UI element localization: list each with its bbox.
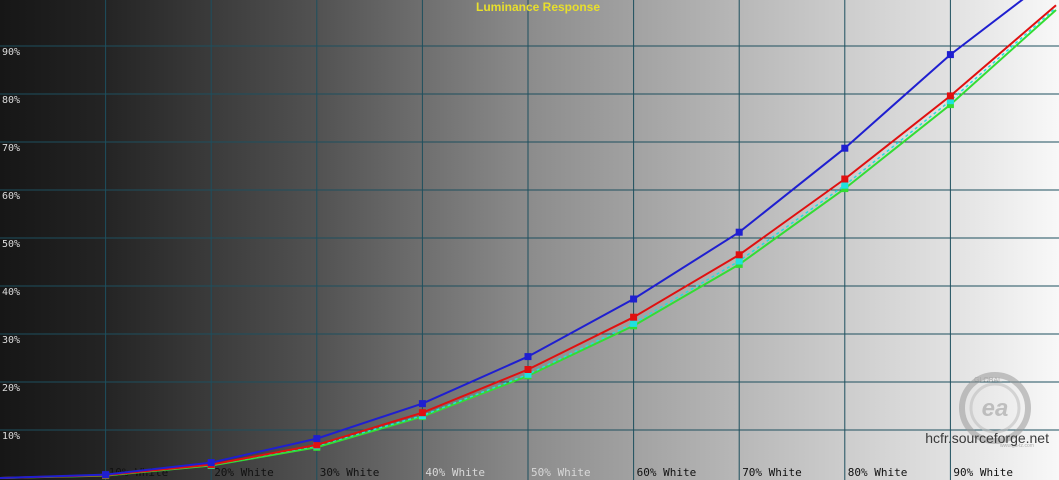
watermark-brand-top: GLOBAL xyxy=(974,377,1002,384)
x-tick-label: 30% White xyxy=(320,466,380,479)
x-tick-label: 80% White xyxy=(848,466,908,479)
y-tick-label: 40% xyxy=(2,287,20,298)
y-tick-label: 50% xyxy=(2,239,20,250)
y-tick-label: 80% xyxy=(2,95,20,106)
x-tick-label: 50% White xyxy=(531,466,591,479)
x-tick-label: 70% White xyxy=(742,466,802,479)
series-point xyxy=(946,101,954,109)
series-point xyxy=(313,441,321,449)
series-point xyxy=(630,295,638,303)
y-axis-ticks: 10% 20% 30% 40% 50% 60% 70% 80% 90% xyxy=(2,47,20,442)
y-tick-label: 90% xyxy=(2,47,20,58)
watermark-text: hcfr.sourceforge.net xyxy=(925,430,1049,446)
chart-title: Luminance Response xyxy=(476,0,600,14)
series-point xyxy=(418,400,426,408)
series-point xyxy=(102,471,110,479)
series-point xyxy=(207,459,215,467)
x-tick-label: 90% White xyxy=(953,466,1013,479)
watermark-brand-logo: ea xyxy=(982,395,1009,422)
y-tick-label: 70% xyxy=(2,143,20,154)
series-point xyxy=(735,257,743,265)
watermark-brand-url: www.ga-tz.com xyxy=(1000,443,1034,449)
series-point xyxy=(841,175,849,183)
y-tick-label: 10% xyxy=(2,431,20,442)
y-tick-label: 60% xyxy=(2,191,20,202)
series-point xyxy=(841,144,849,152)
series-point xyxy=(418,409,426,417)
x-tick-label: 60% White xyxy=(637,466,697,479)
series-point xyxy=(946,51,954,59)
series-point xyxy=(735,251,743,259)
x-tick-label: 20% White xyxy=(214,466,274,479)
series-point xyxy=(946,92,954,100)
series-point xyxy=(524,370,532,378)
x-axis-ticks: 10% White 20% White 30% White 40% White 50% … xyxy=(109,466,1013,479)
series-point xyxy=(524,353,532,361)
series-point xyxy=(946,97,954,105)
y-tick-label: 30% xyxy=(2,335,20,346)
series-point xyxy=(524,366,532,373)
series-point xyxy=(735,228,743,236)
watermark: GLOBAL ea www.ga-tz.com hcfr.sourceforge… xyxy=(925,372,1049,449)
x-tick-label: 40% White xyxy=(425,466,485,479)
series-point xyxy=(630,319,638,327)
series-point xyxy=(313,435,321,443)
watermark-logo: GLOBAL ea www.ga-tz.com xyxy=(959,372,1034,449)
series-point xyxy=(841,181,849,189)
series-point xyxy=(630,313,638,321)
y-tick-label: 20% xyxy=(2,383,20,394)
